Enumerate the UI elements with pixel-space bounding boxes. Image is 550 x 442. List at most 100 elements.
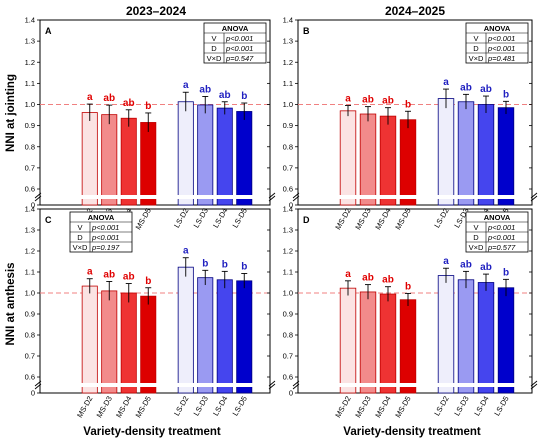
y-axis-label-jointing: NNI at jointing xyxy=(5,74,17,152)
y-tick-label: 0.8 xyxy=(25,142,35,151)
significance-letter: ab xyxy=(460,82,472,93)
y-tick-label: 0.8 xyxy=(25,331,35,340)
bar-ls-d3 xyxy=(457,279,475,394)
significance-letter: ab xyxy=(382,275,394,286)
y-tick-label: 1.0 xyxy=(283,100,293,109)
panel-letter: C xyxy=(45,215,52,225)
y-tick-label: 0.8 xyxy=(283,331,293,340)
axis-break-mark xyxy=(292,195,300,202)
axis-break-mark xyxy=(34,383,42,390)
significance-letter: b xyxy=(145,101,151,112)
y-tick-label: 1.3 xyxy=(283,226,293,235)
y-tick-label: 1.1 xyxy=(283,79,293,88)
y-tick-label: 1.4 xyxy=(283,205,293,214)
category-label: LS-D2 xyxy=(172,395,190,418)
bar-ls-d2 xyxy=(437,98,455,206)
significance-letter: b xyxy=(202,258,208,269)
axis-break-band xyxy=(41,383,269,387)
y-tick-label: 1.4 xyxy=(283,16,293,25)
y-tick-label: 1.3 xyxy=(283,37,293,46)
significance-letter: b xyxy=(145,276,151,287)
axis-break-mark xyxy=(268,195,276,202)
significance-letter: ab xyxy=(219,90,231,101)
category-label: LS-D3 xyxy=(452,395,470,418)
category-label: LS-D2 xyxy=(172,207,190,230)
y-tick-label: 0.6 xyxy=(283,185,293,194)
bar-ms-d2 xyxy=(339,287,357,394)
category-label: LS-D5 xyxy=(492,395,510,418)
axis-break-mark xyxy=(268,192,276,199)
y-tick-label: 0 xyxy=(289,389,293,398)
category-label: MS-D5 xyxy=(134,395,153,420)
anova-factor: V×D xyxy=(73,243,88,252)
anova-title: ANOVA xyxy=(484,213,511,222)
axis-break-mark xyxy=(292,380,300,387)
significance-letter: a xyxy=(443,256,449,267)
anova-factor: D xyxy=(211,44,217,53)
category-label: MS-D2 xyxy=(333,207,352,232)
anova-factor: V×D xyxy=(207,54,222,63)
y-tick-label: 0.6 xyxy=(25,373,35,382)
anova-pvalue: p<0.001 xyxy=(225,34,253,43)
panel-d: 00.60.70.80.91.01.11.21.31.4aMS-D2abMS-D… xyxy=(283,205,538,420)
anova-pvalue: p<0.001 xyxy=(487,44,515,53)
x-axis-label-right: Variety-density treatment xyxy=(343,426,481,438)
bar-ms-d2 xyxy=(339,110,357,206)
anova-pvalue: p<0.001 xyxy=(487,223,515,232)
category-label: MS-D3 xyxy=(353,207,372,232)
significance-letter: ab xyxy=(103,269,115,280)
y-tick-label: 0.7 xyxy=(283,352,293,361)
category-label: LS-D2 xyxy=(432,395,450,418)
category-label: LS-D4 xyxy=(211,395,229,418)
bar-ms-d4 xyxy=(120,117,137,206)
bar-ms-d5 xyxy=(140,295,157,394)
anova-factor: D xyxy=(77,233,83,242)
significance-letter: b xyxy=(222,259,228,270)
bar-ls-d2 xyxy=(437,275,455,394)
axis-break-mark xyxy=(530,192,538,199)
category-label: LS-D2 xyxy=(432,207,450,230)
bar-ms-d4 xyxy=(379,293,397,394)
y-tick-label: 1.4 xyxy=(25,16,35,25)
axis-break-mark xyxy=(292,192,300,199)
axis-break-mark xyxy=(292,383,300,390)
significance-letter: b xyxy=(405,281,411,292)
axis-break-mark xyxy=(530,380,538,387)
y-tick-label: 0.7 xyxy=(25,163,35,172)
significance-letter: a xyxy=(183,80,189,91)
bar-ms-d5 xyxy=(399,119,417,206)
category-label: LS-D5 xyxy=(231,207,249,230)
axis-break-band xyxy=(41,195,269,199)
bar-ls-d4 xyxy=(216,279,233,394)
anova-factor: V xyxy=(77,223,82,232)
bar-ls-d2 xyxy=(177,101,194,206)
category-label: MS-D2 xyxy=(333,395,352,420)
axis-break-mark xyxy=(530,383,538,390)
significance-letter: b xyxy=(241,261,247,272)
significance-letter: b xyxy=(503,89,509,100)
axis-break-mark xyxy=(34,380,42,387)
panel-a: 00.60.70.80.91.01.11.21.31.4aMS-D2abMS-D… xyxy=(25,16,276,231)
y-tick-label: 0 xyxy=(289,201,293,210)
anova-pvalue: p=0.547 xyxy=(225,54,254,63)
significance-letter: ab xyxy=(362,95,374,106)
anova-pvalue: p=0.577 xyxy=(487,243,516,252)
bar-ms-d2 xyxy=(81,112,98,206)
significance-letter: ab xyxy=(123,272,135,283)
panel-letter: D xyxy=(303,215,310,225)
significance-letter: ab xyxy=(123,98,135,109)
significance-letter: a xyxy=(87,267,93,278)
y-tick-label: 0.9 xyxy=(283,121,293,130)
bar-ms-d3 xyxy=(101,290,118,394)
y-tick-label: 1.0 xyxy=(283,289,293,298)
significance-letter: a xyxy=(345,94,351,105)
y-tick-label: 1.4 xyxy=(25,205,35,214)
bar-ms-d5 xyxy=(140,122,157,206)
category-label: LS-D4 xyxy=(211,207,229,230)
anova-title: ANOVA xyxy=(484,24,511,33)
significance-letter: ab xyxy=(480,84,492,95)
anova-pvalue: p<0.001 xyxy=(91,233,119,242)
